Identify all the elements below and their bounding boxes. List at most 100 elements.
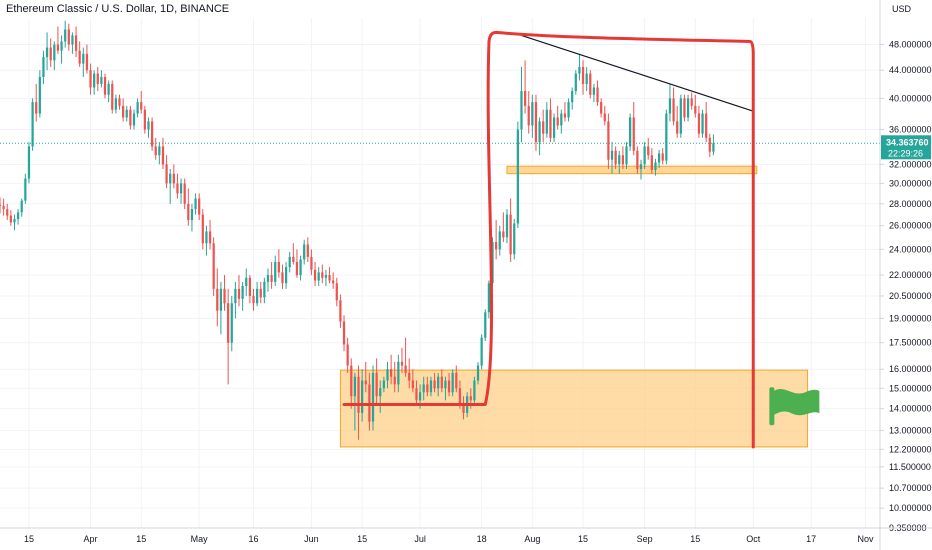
candle-body [45,47,49,58]
candle-body [469,396,472,401]
candle-body [505,214,509,238]
candle-body [654,162,657,170]
candle-body [100,77,103,84]
candle-body [683,98,686,118]
candle-body [310,256,313,270]
candle-body [259,288,262,298]
candle-body [657,153,661,163]
candle-body [303,244,306,260]
candle-body [42,57,45,78]
candle-body [451,372,454,393]
candle-body [103,77,107,95]
x-tick-label: Sep [637,534,653,544]
y-tick-label: 32.000000 [889,159,932,169]
candle-body [440,376,443,389]
candle-body [458,388,462,405]
candle-body [56,44,60,51]
candle-body [216,288,219,311]
candle-body [252,295,255,304]
candle-body [6,209,9,216]
candle-body [143,109,146,130]
candle-body [386,369,389,381]
y-tick-label: 13.000000 [889,426,932,436]
y-tick-label: 11.500000 [889,462,931,472]
candle-body [64,29,67,42]
candle-body [230,303,233,343]
candle-body [241,286,244,299]
x-tick-label: 15 [136,534,146,544]
y-tick-label: 22.000000 [889,270,932,280]
candle-body [292,256,295,262]
candle-body [201,214,204,244]
candle-body [600,102,603,114]
candle-body [361,380,364,413]
candle-body [632,117,635,151]
candle-body [712,143,715,152]
candle-body [567,102,570,118]
candle-body [672,98,675,122]
candle-body [74,35,78,51]
candle-body [614,150,617,165]
y-axis-unit: USD [892,4,912,14]
x-axis[interactable]: 15 Apr 15 May 16 Jun 15 Jul 18 Aug 15 Sep 15 Oct 17 Nov [0,527,932,544]
candle-body [411,380,414,389]
candle-body [118,98,121,106]
candle-body [357,376,360,413]
candle-body [447,380,451,393]
candle-body [158,146,161,156]
candle-body [429,380,433,393]
candle-body [353,376,357,397]
candle-body [125,109,128,118]
candle-body [0,204,2,206]
candle-body [339,300,342,322]
candle-body [234,288,237,304]
candle-body [545,109,548,134]
drawings [342,30,820,449]
candle-body [82,53,85,64]
x-tick-label: Apr [84,534,98,544]
candle-body [288,256,291,268]
candle-body [520,91,523,130]
y-axis[interactable]: 48.000000 44.000000 40.000000 36.000000 32.0… [879,0,932,550]
candle-body [668,98,672,114]
candle-body [78,50,81,64]
candle-body [513,223,516,255]
candle-body [382,380,385,389]
candle-body [556,117,559,126]
candle-body [426,384,429,393]
candle-body [284,267,288,284]
candle-body [136,102,139,114]
candle-body [480,337,483,366]
candle-body [114,98,118,110]
x-tick-label: 15 [690,534,700,544]
candle-body [281,272,284,284]
candle-body [85,53,89,71]
candle-body [328,275,331,281]
x-tick-label: 15 [357,534,367,544]
candle-body [690,98,693,106]
x-tick-label: May [191,534,209,544]
candle-body [578,66,581,74]
candle-body [93,73,96,88]
candle-body [603,113,606,122]
candle-body [650,155,653,170]
support-line [506,165,758,175]
candle-body [53,44,56,61]
candle-body [219,288,223,311]
candle-body [393,376,396,385]
candle-body [223,288,226,304]
candle-body [154,146,157,156]
candle-body [194,198,197,210]
candle-body [190,209,194,221]
candle-body [20,200,23,213]
candle-body [509,214,512,255]
candle-body [581,66,585,84]
candle-body [379,388,382,397]
candle-body [552,117,556,138]
candle-body [592,87,596,95]
y-tick-label: 28.000000 [889,199,932,209]
candle-body [484,312,487,338]
candle-body [295,261,299,276]
y-tick-label: 17.500000 [889,338,932,348]
